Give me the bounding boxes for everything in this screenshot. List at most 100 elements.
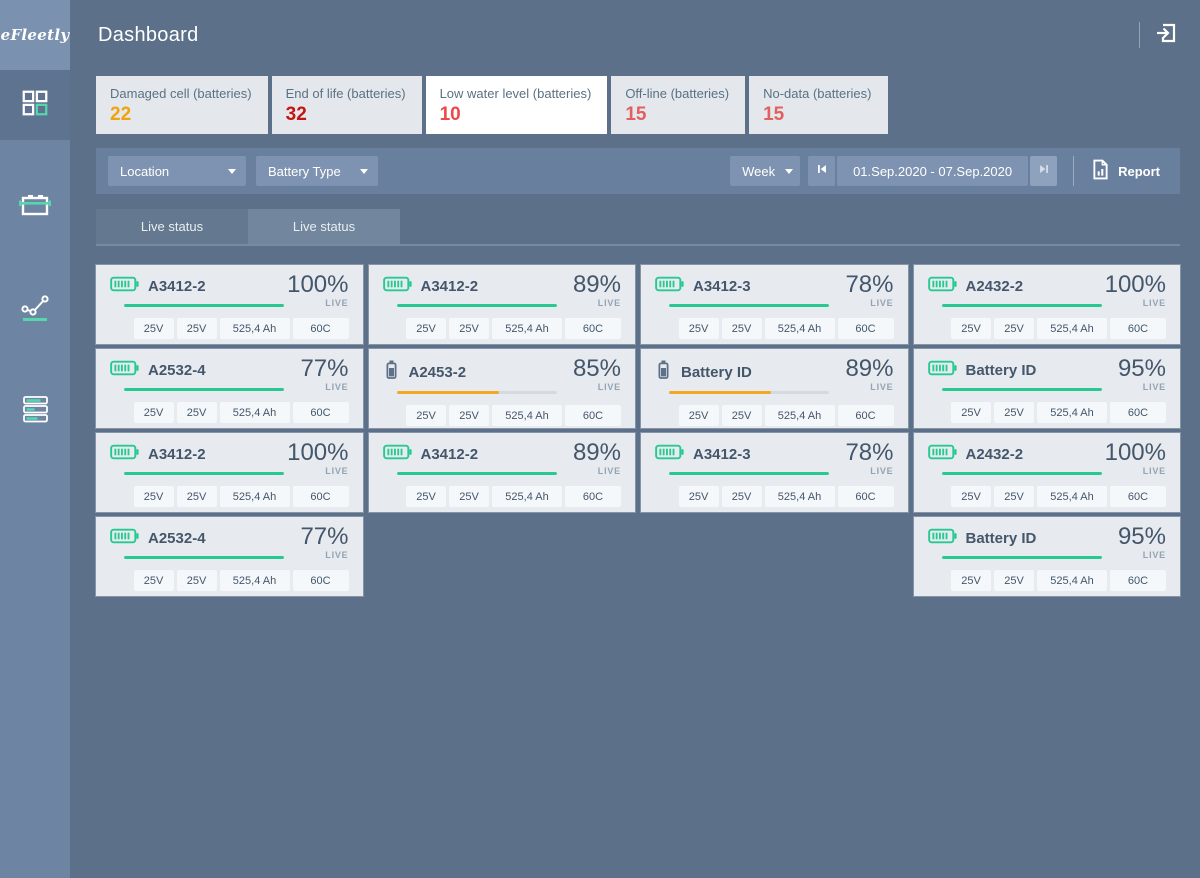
battery-id: A2532-4 [148,362,206,379]
charge-percent: 78% [845,271,894,298]
battery-card[interactable]: A3412-2 89% LIVE 25V 25V 525,4 Ah 60C [368,433,635,512]
logout-button[interactable] [1154,21,1178,50]
spec-chip: 25V [994,486,1034,507]
tab-live-status[interactable]: Live status [96,209,248,244]
spec-chip: 25V [721,486,762,507]
stat-card[interactable]: No-data (batteries) 15 [749,76,888,134]
spec-chips: 25V 25V 525,4 Ah 60C [110,402,349,423]
tab-live-status[interactable]: Live status [248,209,400,244]
battery-type-dropdown[interactable]: Battery Type [256,156,378,186]
spec-chip: 60C [292,402,349,423]
spec-chip: 60C [1110,486,1166,507]
stat-card[interactable]: Damaged cell (batteries) 22 [96,76,268,134]
sidebar-item-batteries[interactable] [0,172,70,242]
charge-bar-track [396,472,557,475]
battery-card[interactable]: Battery ID 89% LIVE 25V 25V 525,4 Ah 60C [641,349,908,428]
spec-chips: 25V 25V 525,4 Ah 60C [655,486,894,507]
battery-card[interactable]: A3412-2 100% LIVE 25V 25V 525,4 Ah 60C [96,265,363,344]
stat-card[interactable]: End of life (batteries) 32 [271,76,422,134]
live-badge: LIVE [1142,466,1166,476]
stat-label: Low water level (batteries) [439,86,592,101]
battery-horizontal-icon [110,360,139,381]
live-badge: LIVE [325,298,349,308]
spec-chip: 25V [406,486,446,507]
battery-id: A3412-2 [148,446,206,463]
spec-chips: 25V 25V 525,4 Ah 60C [928,486,1166,507]
date-range-display[interactable]: 01.Sep.2020 - 07.Sep.2020 [837,156,1029,186]
period-dropdown[interactable]: Week [730,156,801,186]
spec-chip: 25V [449,318,489,339]
battery-card[interactable]: A2532-4 77% LIVE 25V 25V 525,4 Ah 60C [96,517,363,596]
charge-bar-track [669,472,829,475]
charge-bar-fill [124,472,284,475]
report-button[interactable]: Report [1092,159,1160,183]
battery-card[interactable]: A3412-3 78% LIVE 25V 25V 525,4 Ah 60C [641,265,908,344]
charge-bar-fill [124,304,284,307]
charge-percent-block: 89% LIVE [573,440,621,477]
live-badge: LIVE [870,298,894,308]
charge-bar-track [941,556,1102,559]
next-period-button[interactable] [1030,156,1058,186]
battery-card-header: A3412-2 [382,276,622,297]
battery-card[interactable]: A3412-3 78% LIVE 25V 25V 525,4 Ah 60C [641,433,908,512]
battery-vertical-icon [385,360,397,384]
charge-bar-track [396,391,557,394]
spec-chips: 25V 25V 525,4 Ah 60C [655,405,894,426]
filter-bar-right: Week 01.Sep.2020 - 07.Sep.2020 [730,156,1168,186]
content: Damaged cell (batteries) 22 End of life … [70,70,1200,596]
spec-chip: 60C [837,486,894,507]
charge-percent: 100% [1104,439,1166,466]
battery-horizontal-icon [927,444,957,465]
charge-percent: 78% [845,439,894,466]
prev-period-button[interactable] [808,156,836,186]
stat-card[interactable]: Off-line (batteries) 15 [611,76,746,134]
charge-bar-track [124,556,284,559]
battery-type-dropdown-label: Battery Type [268,163,341,179]
charge-bar-fill [669,304,829,307]
server-stack-icon [19,393,51,430]
chevron-down-icon [785,168,794,174]
location-dropdown-label: Location [120,163,170,179]
location-dropdown[interactable]: Location [108,156,246,186]
stat-card[interactable]: Low water level (batteries) 10 [425,76,608,134]
battery-card[interactable]: Battery ID 95% LIVE 25V 25V 525,4 Ah 60C [913,349,1180,428]
battery-id: A3412-2 [420,446,479,463]
line-chart-icon [18,291,52,328]
battery-horizontal-icon [110,528,139,549]
battery-card[interactable]: A2432-2 100% LIVE 25V 25V 525,4 Ah 60C [913,433,1180,512]
live-badge: LIVE [870,466,894,476]
charge-percent-block: 100% LIVE [287,272,349,309]
charge-percent-block: 78% LIVE [845,271,894,309]
charge-percent-block: 95% LIVE [1118,524,1166,561]
battery-horizontal-icon [927,528,957,549]
charge-bar-fill [124,556,284,559]
battery-card[interactable]: Battery ID 95% LIVE 25V 25V 525,4 Ah 60C [913,517,1180,596]
stat-label: Off-line (batteries) [625,86,730,101]
report-button-label: Report [1118,163,1160,179]
battery-card[interactable]: A2453-2 85% LIVE 25V 25V 525,4 Ah 60C [368,349,635,428]
live-badge: LIVE [597,298,621,308]
period-dropdown-label: Week [742,163,776,179]
charge-bar-track [941,304,1102,307]
charge-percent: 89% [845,355,894,382]
sidebar-item-reports[interactable] [0,376,70,446]
charge-percent-block: 89% LIVE [845,355,894,393]
stat-label: End of life (batteries) [285,86,406,101]
chevron-down-icon [228,168,236,174]
battery-card[interactable]: A3412-2 100% LIVE 25V 25V 525,4 Ah 60C [96,433,363,512]
battery-card[interactable]: A2532-4 77% LIVE 25V 25V 525,4 Ah 60C [96,349,363,428]
battery-card[interactable]: A2432-2 100% LIVE 25V 25V 525,4 Ah 60C [913,265,1180,344]
sidebar-item-dashboard[interactable] [0,70,70,140]
battery-card[interactable]: A3412-2 89% LIVE 25V 25V 525,4 Ah 60C [368,265,635,344]
header-divider [1139,22,1140,48]
sidebar-item-analytics[interactable] [0,274,70,344]
spec-chip: 60C [292,570,349,591]
logout-icon [1154,21,1178,50]
spec-chip: 60C [565,486,621,507]
header: Dashboard [70,0,1200,70]
charge-bar-track [669,391,829,394]
spec-chip: 60C [837,318,894,339]
battery-horizontal-icon [110,276,139,297]
battery-horizontal-icon [655,276,684,297]
battery-card-header: A2532-4 [110,528,349,549]
